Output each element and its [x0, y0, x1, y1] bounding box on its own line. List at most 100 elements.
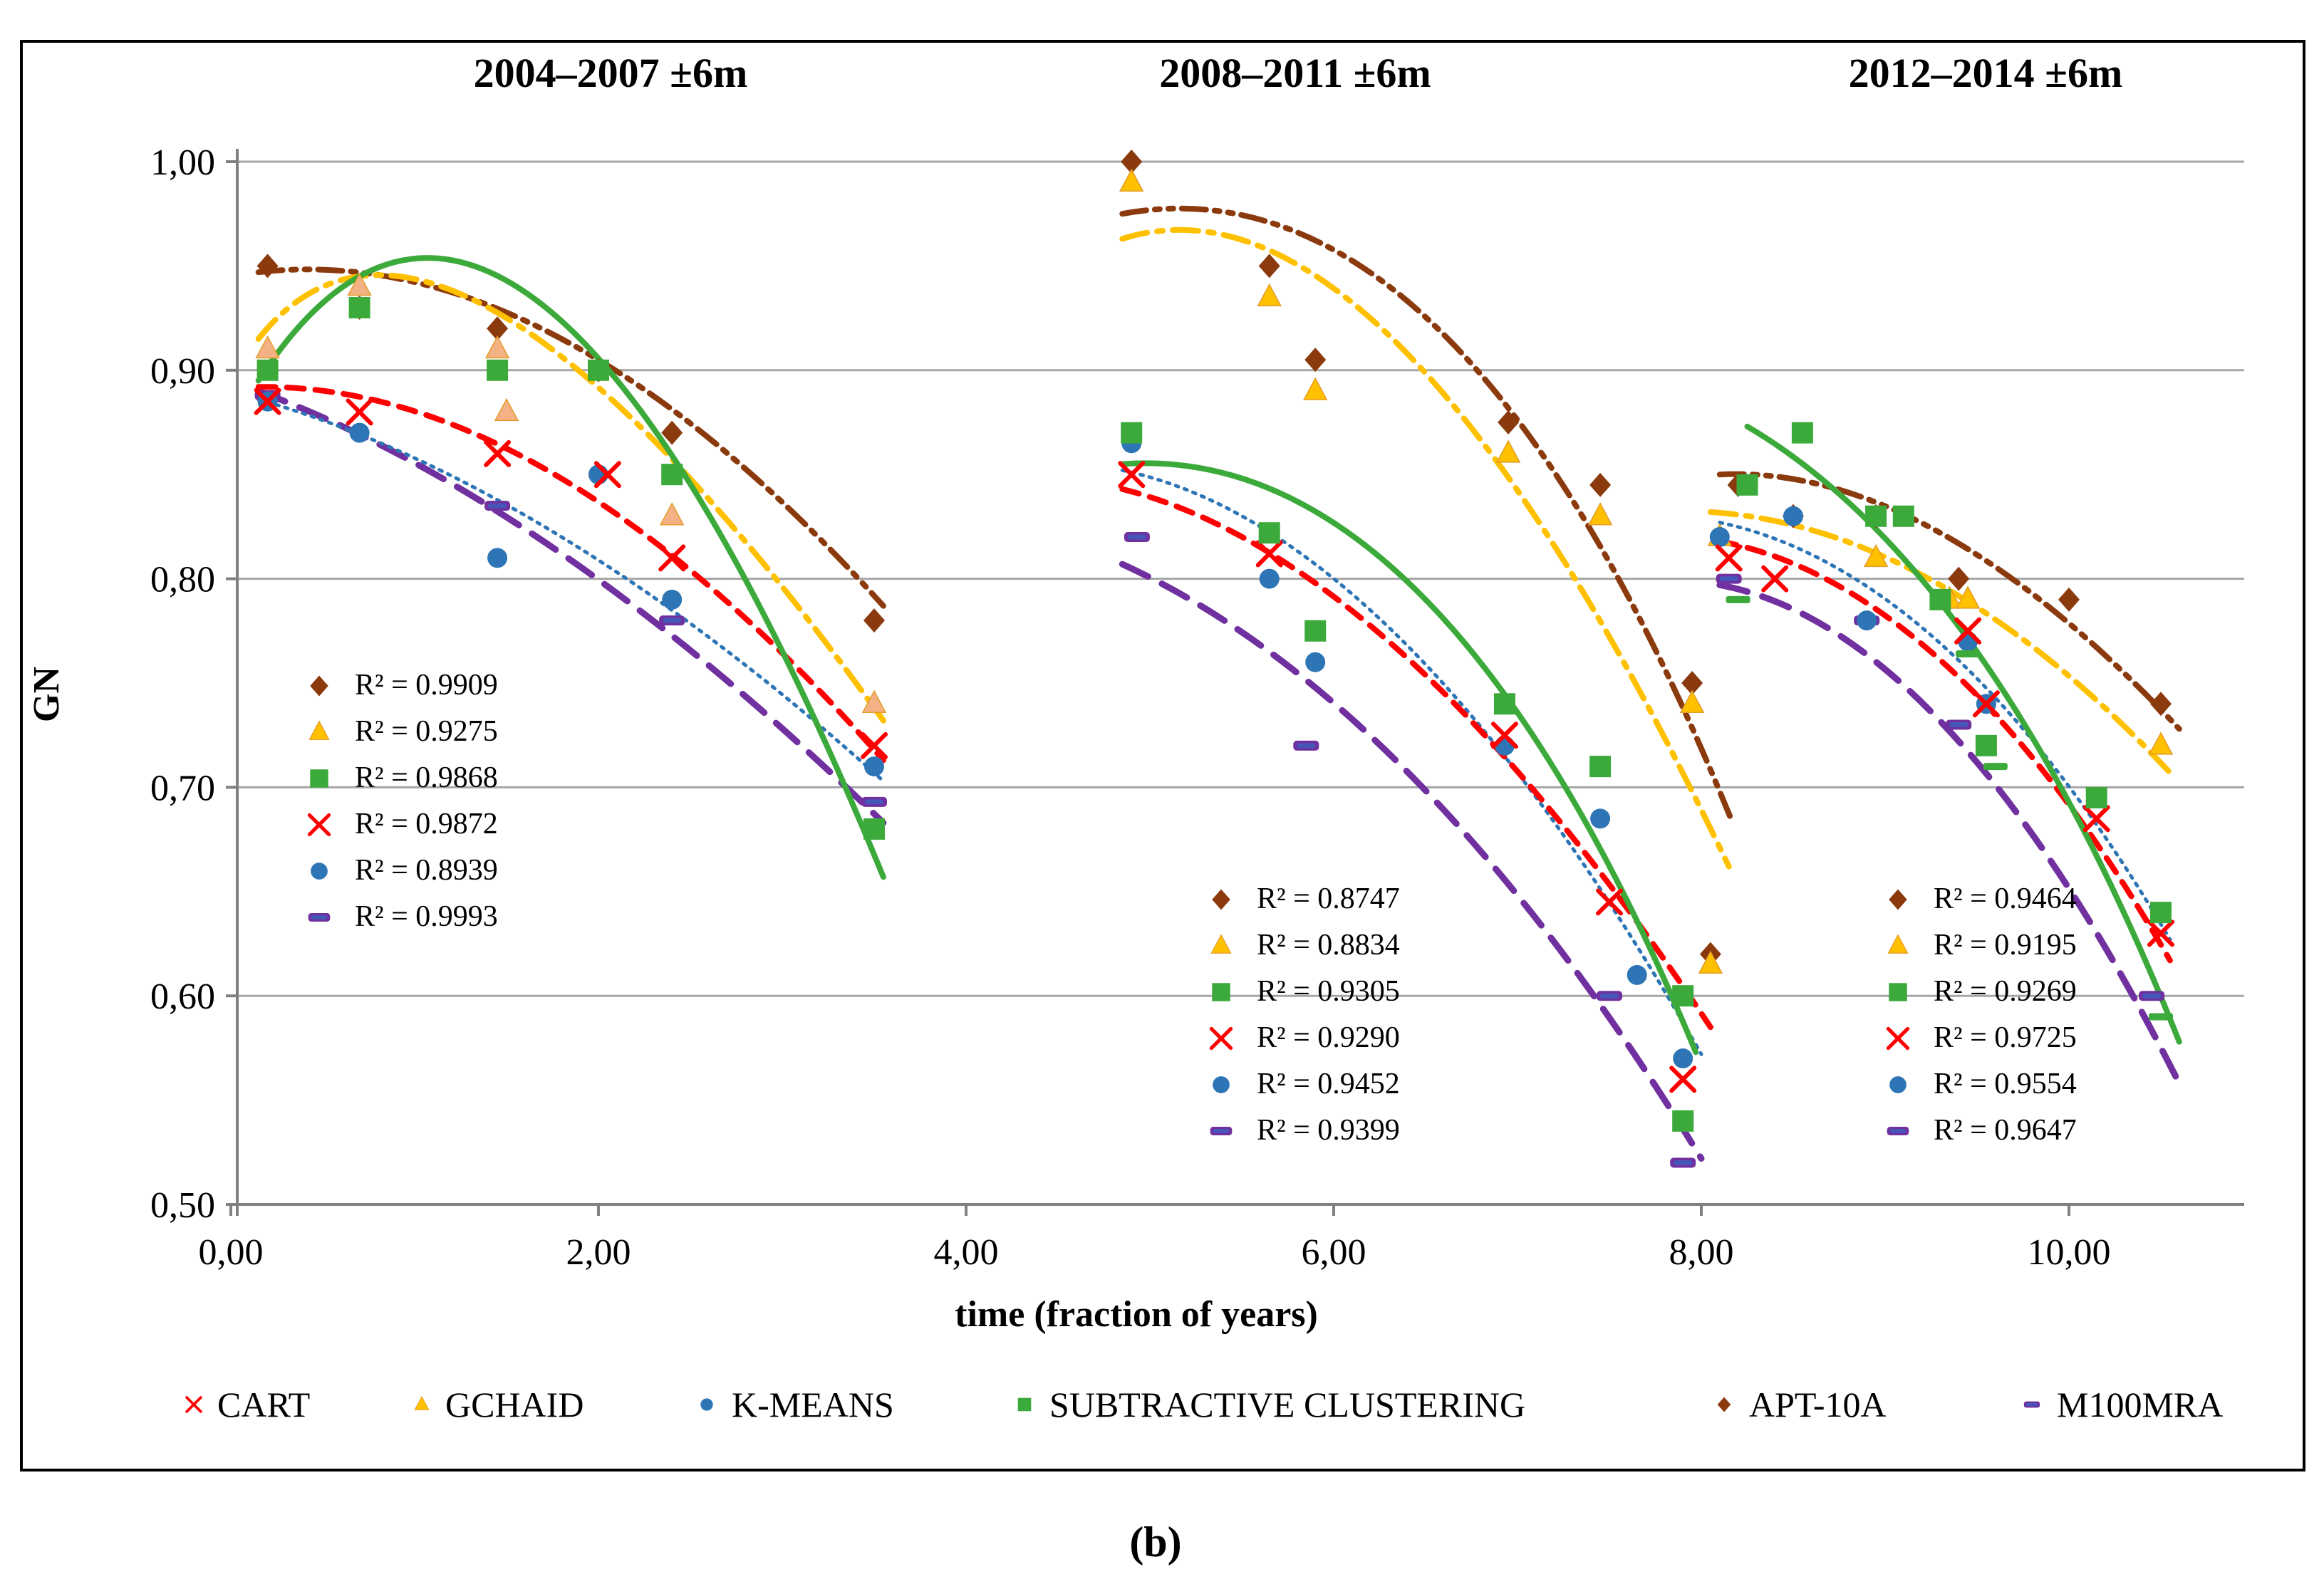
marker-gchaid	[484, 335, 510, 359]
trend-line-k-means-panel3	[1718, 521, 2172, 942]
marker-k-means	[1709, 527, 1730, 548]
marker-subtractive-clustering	[2085, 787, 2107, 809]
trend-line-cart-panel1	[255, 384, 886, 764]
square-icon	[1212, 983, 1230, 1001]
marker-k-means	[1494, 735, 1515, 756]
marker-m100mra	[1124, 532, 1150, 543]
marker-gchaid	[861, 689, 887, 714]
legend-item-label: K-MEANS	[732, 1385, 894, 1424]
legend-item-k-means: K-MEANS	[700, 1385, 894, 1424]
marker-apt-10a	[1258, 254, 1280, 278]
marker-cart	[1118, 461, 1146, 489]
marker-subtractive-clustering	[1258, 522, 1280, 544]
r2-entry: R² = 0.8834	[1210, 929, 1400, 962]
r2-label: R² = 0.9399	[1257, 1114, 1400, 1147]
x-tick-label: 10,00	[2028, 1232, 2111, 1273]
square-icon	[310, 769, 328, 788]
marker-subtractive-clustering	[1304, 620, 1327, 642]
marker-apt-10a	[2058, 587, 2080, 612]
marker-m100mra	[1946, 719, 1972, 730]
panel-title-2012-2014: 2012–2014 ±6m	[1849, 50, 2123, 96]
marker-cart	[2147, 920, 2174, 947]
marker-apt-10a	[1681, 671, 1703, 695]
r2-entry: R² = 0.9993	[308, 900, 498, 933]
r2-entry: R² = 0.9725	[1886, 1021, 2077, 1054]
trend-line-apt-10a-panel2	[1119, 205, 1736, 826]
r2-label: R² = 0.9647	[1934, 1114, 2077, 1147]
marker-subtractive-clustering	[1791, 422, 1813, 444]
dash-icon	[2023, 1401, 2040, 1408]
marker-cart	[346, 398, 373, 426]
legend-item-label: GCHAID	[445, 1385, 583, 1424]
marker-gchaid	[1302, 377, 1328, 400]
marker-subtractive-clustering	[348, 296, 370, 318]
marker-m100mra	[1670, 1157, 1696, 1168]
marker-gchaid	[2148, 731, 2174, 755]
marker-m100mra	[861, 796, 887, 807]
panel-title-2004-2007: 2004–2007 ±6m	[474, 50, 748, 96]
y-tick-label: 0,60	[150, 976, 215, 1017]
marker-gchaid	[659, 502, 685, 526]
y-tick-label: 1,00	[150, 142, 215, 183]
marker-k-means	[864, 756, 884, 777]
x-cross-icon	[185, 1396, 202, 1413]
marker-subtractive-clustering	[1121, 422, 1143, 444]
marker-gchaid	[1587, 502, 1613, 526]
y-tick-label: 0,50	[150, 1185, 215, 1226]
marker-m100mra	[1716, 573, 1742, 584]
marker-subtractive-clustering	[1892, 505, 1914, 527]
marker-subtractive-clustering	[588, 359, 609, 381]
trend-line-m100mra-panel2	[1119, 561, 1705, 1162]
r2-entry: R² = 0.9452	[1213, 1068, 1400, 1100]
figure-border	[20, 40, 2305, 1471]
r2-label: R² = 0.9993	[355, 900, 498, 933]
r2-label: R² = 0.9290	[1257, 1021, 1400, 1054]
triangle-icon	[414, 1395, 430, 1410]
legend-item-subtractive-clustering: SUBTRACTIVE CLUSTERING	[1017, 1385, 1525, 1424]
r2-entry: R² = 0.9290	[1209, 1021, 1400, 1054]
marker-apt-10a	[863, 608, 885, 633]
x-axis-title: time (fraction of years)	[955, 1294, 1318, 1335]
x-tick-label: 8,00	[1669, 1232, 1734, 1273]
marker-cart	[1490, 722, 1518, 749]
marker-apt-10a	[1498, 410, 1520, 434]
r2-label: R² = 0.9305	[1257, 975, 1400, 1008]
marker-apt-10a	[256, 254, 279, 278]
marker-cart	[484, 439, 512, 467]
triangle-icon	[308, 720, 330, 740]
r2-entry: R² = 0.9269	[1889, 975, 2077, 1008]
r2-label: R² = 0.9909	[355, 669, 498, 702]
triangle-icon	[1210, 934, 1232, 954]
marker-k-means	[662, 589, 683, 610]
circle-icon	[1889, 1076, 1907, 1093]
marker-gchaid	[1955, 585, 1981, 609]
marker-m100mra	[1293, 740, 1319, 751]
marker-cart	[861, 731, 888, 759]
marker-cart	[1596, 888, 1623, 916]
r2-entry: R² = 0.9909	[310, 669, 498, 702]
marker-apt-10a	[1304, 348, 1327, 373]
marker-gchaid	[1495, 439, 1521, 463]
marker-subtractive-clustering	[1865, 505, 1887, 527]
legend-item-label: SUBTRACTIVE CLUSTERING	[1049, 1385, 1525, 1424]
marker-cart	[1954, 617, 1982, 645]
marker-dash-subtractive-clustering	[1956, 650, 1981, 658]
figure-caption: (b)	[1129, 1519, 1181, 1566]
marker-subtractive-clustering	[1589, 756, 1612, 778]
marker-m100mra	[659, 615, 685, 626]
r2-label: R² = 0.9275	[355, 715, 498, 748]
diamond-icon	[1212, 889, 1230, 910]
r2-label: R² = 0.8939	[355, 854, 498, 887]
marker-subtractive-clustering	[1493, 693, 1515, 715]
r2-label: R² = 0.9868	[355, 761, 498, 794]
marker-cart	[2082, 805, 2110, 833]
marker-subtractive-clustering	[1929, 588, 1951, 610]
r2-entry: R² = 0.8747	[1212, 882, 1400, 915]
legend-item-cart: CART	[185, 1385, 310, 1424]
r2-label: R² = 0.9725	[1934, 1021, 2077, 1054]
marker-subtractive-clustering	[1975, 734, 1997, 756]
x-tick-label: 0,00	[199, 1232, 264, 1273]
trend-line-gchaid-panel3	[1707, 509, 2173, 776]
marker-cart	[593, 461, 621, 489]
